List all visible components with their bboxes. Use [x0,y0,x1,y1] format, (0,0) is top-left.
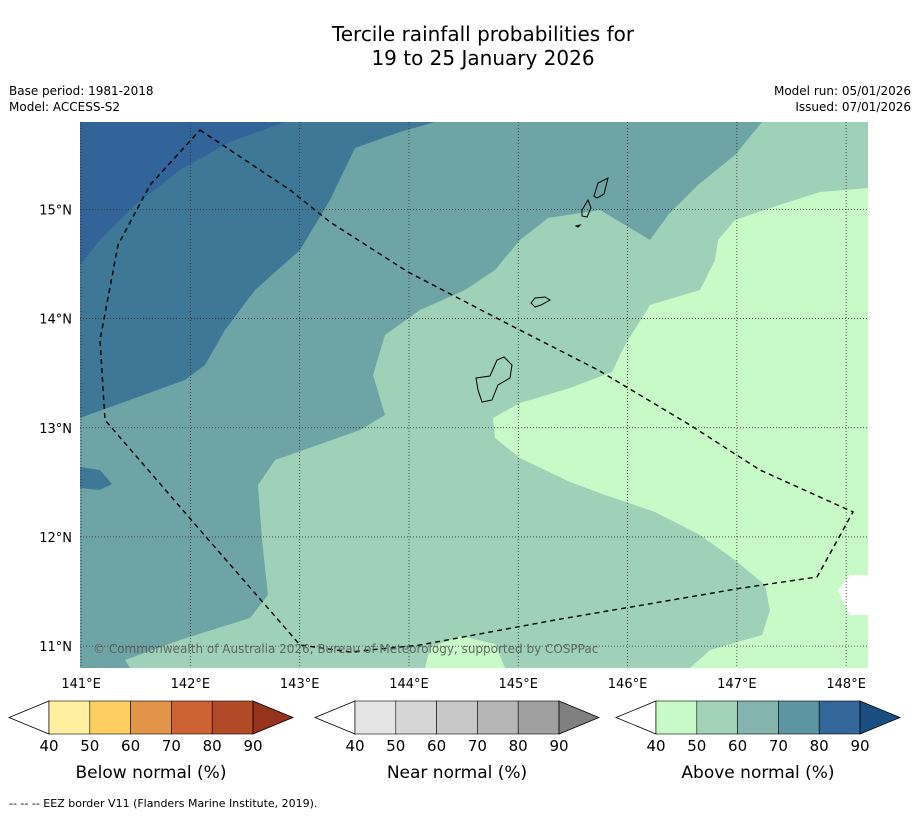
colorbar-tick: 80 [203,737,222,755]
colorbar-tick: 70 [769,737,788,755]
colorbar-tick: 70 [162,737,181,755]
meta-right: Model run: 05/01/2026 Issued: 07/01/2026 [774,83,911,115]
eez-border [99,129,854,653]
colorbar-3: 40 50 60 70 80 90 Above normal (%) [614,700,902,783]
latitude-labels: 15°N 14°N 13°N 12°N 11°N [39,203,72,655]
lat-label: 14°N [39,313,72,328]
island-rota [530,296,551,308]
colorbar-tick: 40 [345,737,364,755]
lon-label: 145°E [498,677,538,692]
colorbar-tick: 40 [646,737,665,755]
colorbar-tick: 60 [121,737,140,755]
colorbar-segment [818,700,861,735]
meta-left: Base period: 1981-2018 Model: ACCESS-S2 [9,83,154,115]
model-name: Model: ACCESS-S2 [9,100,121,114]
colorbar-tick: 60 [427,737,446,755]
colorbar-extend-high [859,700,902,735]
island-aguijan [574,224,582,228]
colorbar-segment [171,700,213,735]
colorbar-extend-low [313,700,356,735]
colorbar-segment [737,700,779,735]
colorbar-segment [130,700,172,735]
colorbar-extend-low [7,700,50,735]
island-saipan [593,177,609,199]
colorbar-extend-high [252,700,295,735]
colorbar-1: 40 50 60 70 80 90 Below normal (%) [7,700,295,783]
colorbar-tick: 90 [549,737,568,755]
region-40-50-south [425,636,505,668]
colorbar-tick: 80 [509,737,528,755]
issued-date: Issued: 07/01/2026 [795,100,911,114]
region-50-60 [125,122,868,668]
lon-label: 142°E [171,677,211,692]
colorbar-segment [89,700,131,735]
colorbar-segment [395,700,437,735]
region-70-80-west [80,467,112,490]
lon-label: 141°E [61,677,101,692]
colorbar-segment [477,700,519,735]
colorbar-label: Below normal (%) [76,763,227,783]
model-run: Model run: 05/01/2026 [773,84,911,98]
colorbar-segment [517,700,560,735]
lon-label: 146°E [608,677,648,692]
colorbar-tick: 90 [850,737,869,755]
title-line-2: 19 to 25 January 2026 [371,46,595,70]
lon-label: 144°E [389,677,429,692]
map-title: Tercile rainfall probabilities for 19 to… [0,22,919,70]
colorbar-segment [696,700,738,735]
lon-label: 147°E [717,677,757,692]
colorbar-segment [436,700,478,735]
copyright-text: © Commonwealth of Australia 2026, Bureau… [93,642,598,656]
lon-label: 148°E [826,677,866,692]
colorbar-tick: 50 [687,737,706,755]
colorbar-tick: 90 [243,737,262,755]
base-period: Base period: 1981-2018 [9,84,154,98]
region-80-90 [80,122,285,265]
colorbar-tick: 70 [468,737,487,755]
island-tinian [581,198,592,218]
colorbar-tick: 40 [39,737,58,755]
lon-label: 143°E [280,677,320,692]
colorbar-2: 40 50 60 70 80 90 Near normal (%) [313,700,601,783]
colorbar-label: Near normal (%) [387,763,527,783]
island-guam [475,356,513,403]
colorbar-segment [655,700,698,735]
colorbar-tick: 80 [810,737,829,755]
lat-label: 15°N [39,203,72,218]
eez-footer-note: -- -- -- EEZ border V11 (Flanders Marine… [9,797,318,810]
colorbar-tick: 50 [80,737,99,755]
colorbar-tick: 60 [728,737,747,755]
longitude-labels: 141°E 142°E 143°E 144°E 145°E 146°E 147°E 148°E [61,677,866,692]
lat-label: 12°N [39,531,72,546]
colorbar-segment [211,700,254,735]
colorbar-segment [48,700,91,735]
colorbar-label: Above normal (%) [681,763,834,783]
region-70-80 [80,122,435,418]
colorbar-extend-low [614,700,657,735]
colorbar-extend-high [558,700,601,735]
colorbars: 40 50 60 70 80 90 Below normal (%) 40 50 60 70 80 90… [7,700,902,783]
graticule [80,122,868,668]
colorbar-tick: 50 [386,737,405,755]
lat-label: 13°N [39,422,72,437]
probability-field [80,122,868,668]
islands [475,177,609,403]
lat-label: 11°N [39,640,72,655]
colorbar-segment [354,700,397,735]
colorbar-segment [778,700,820,735]
title-line-1: Tercile rainfall probabilities for [331,22,635,46]
region-below-40 [838,575,868,615]
